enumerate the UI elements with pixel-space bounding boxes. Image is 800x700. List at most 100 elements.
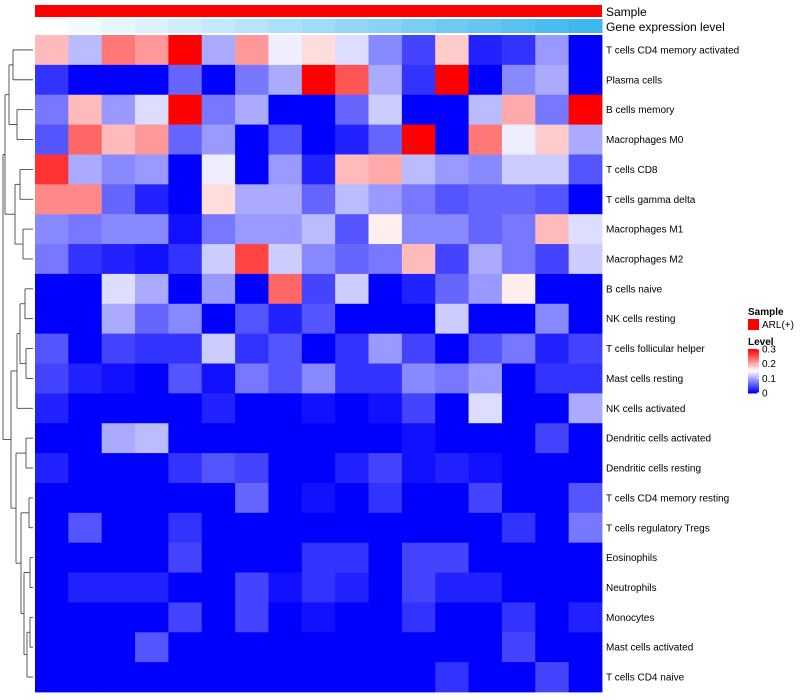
heatmap-cell [35,303,69,335]
heatmap-cell [101,303,136,335]
sample-annotation-label: Sample [606,5,647,19]
heatmap-cell [468,303,503,335]
heatmap-cell [201,602,236,633]
legend-gradient-step [748,379,759,381]
heatmap-cell [568,244,603,275]
heatmap-cell [68,35,103,66]
heatmap-cell [168,94,203,125]
heatmap-cell [135,154,169,185]
row-label: B cells naive [606,284,663,295]
heatmap-cell [535,482,570,514]
heatmap-cell [235,542,269,573]
legend-gradient-step [748,376,759,378]
heatmap-cell [535,512,570,544]
heatmap-cell [35,273,69,305]
heatmap-cell [235,632,269,663]
heatmap-cell [335,214,369,245]
heatmap-cell [368,632,403,663]
heatmap-cell [168,602,203,633]
heatmap-cell [235,94,269,125]
heatmap-cell [35,632,69,663]
heatmap-cell [101,453,136,484]
legend-gradient-step [748,357,759,359]
legend-gradient-step [748,362,759,364]
heatmap-cell [568,154,603,185]
heatmap-cell [68,64,103,96]
legend-gradient-step [748,391,759,393]
row-label: T cells follicular helper [606,344,705,355]
heatmap-cell [101,94,136,125]
legend-gradient-step [748,383,759,385]
heatmap-cell [401,363,436,394]
heatmap-cell [501,662,536,693]
heatmap-cell [235,273,269,305]
legend-color-bar [748,349,759,394]
legend-gradient-step [748,388,759,390]
heatmap-cell [35,244,69,275]
heatmap-cell [401,35,436,66]
heatmap-cell [568,303,603,335]
gene-expression-annotation-label: Gene expression level [606,20,725,34]
heatmap-cell [368,423,403,454]
heatmap-cell [435,482,469,514]
heatmap-cell [401,602,436,633]
heatmap-cell [335,94,369,125]
heatmap-cell [568,482,603,514]
heatmap-cell [335,423,369,454]
heatmap-cell [68,303,103,335]
heatmap-cell [201,64,236,96]
heatmap-cell [68,453,103,484]
heatmap-cell [68,244,103,275]
heatmap-cell [68,184,103,215]
heatmap-cell [235,244,269,275]
heatmap-cell [501,482,536,514]
heatmap-cell [101,393,136,424]
heatmap-cell [501,273,536,305]
heatmap-cell [568,393,603,424]
heatmap-cell [501,303,536,335]
heatmap-cell [301,303,336,335]
heatmap-cell [268,482,303,514]
heatmap-cell [101,273,136,305]
heatmap-cell [235,572,269,603]
legend-gradient-step [748,389,759,391]
heatmap-cell [235,35,269,66]
heatmap-cell [568,662,603,693]
heatmap-cell [368,64,403,96]
heatmap-cell [135,423,169,454]
heatmap-cell [335,632,369,663]
legend-gradient-step [748,385,759,387]
heatmap-cell [401,542,436,573]
heatmap-cell [468,632,503,663]
heatmap-cell [35,184,69,215]
heatmap-cell [335,572,369,603]
heatmap-cell [568,214,603,245]
heatmap-cell [201,542,236,573]
legend-gradient-step [748,355,759,357]
heatmap-cell [135,602,169,633]
legend-gradient-step [748,384,759,386]
legend-gradient-step [748,366,759,368]
heatmap-cell [135,94,169,125]
level-annotation-cell [368,19,403,33]
heatmap-cell [535,214,570,245]
heatmap-cell [568,333,603,364]
heatmap-cell [268,393,303,424]
heatmap-cell [201,303,236,335]
heatmap-cell [35,423,69,454]
heatmap-cell [401,632,436,663]
row-label: NK cells activated [606,404,685,415]
heatmap-cell [101,632,136,663]
heatmap-cell [501,542,536,573]
heatmap-cell [435,453,469,484]
legend-tick-label: 0.1 [762,374,776,385]
heatmap-cell [468,214,503,245]
heatmap-cell [568,124,603,155]
heatmap-cell [468,482,503,514]
heatmap-cell [301,662,336,693]
heatmap-cell [401,333,436,364]
heatmap-cell [35,512,69,544]
legend-gradient-step [748,368,759,370]
heatmap-cell [68,273,103,305]
level-annotation-cell [435,19,470,33]
